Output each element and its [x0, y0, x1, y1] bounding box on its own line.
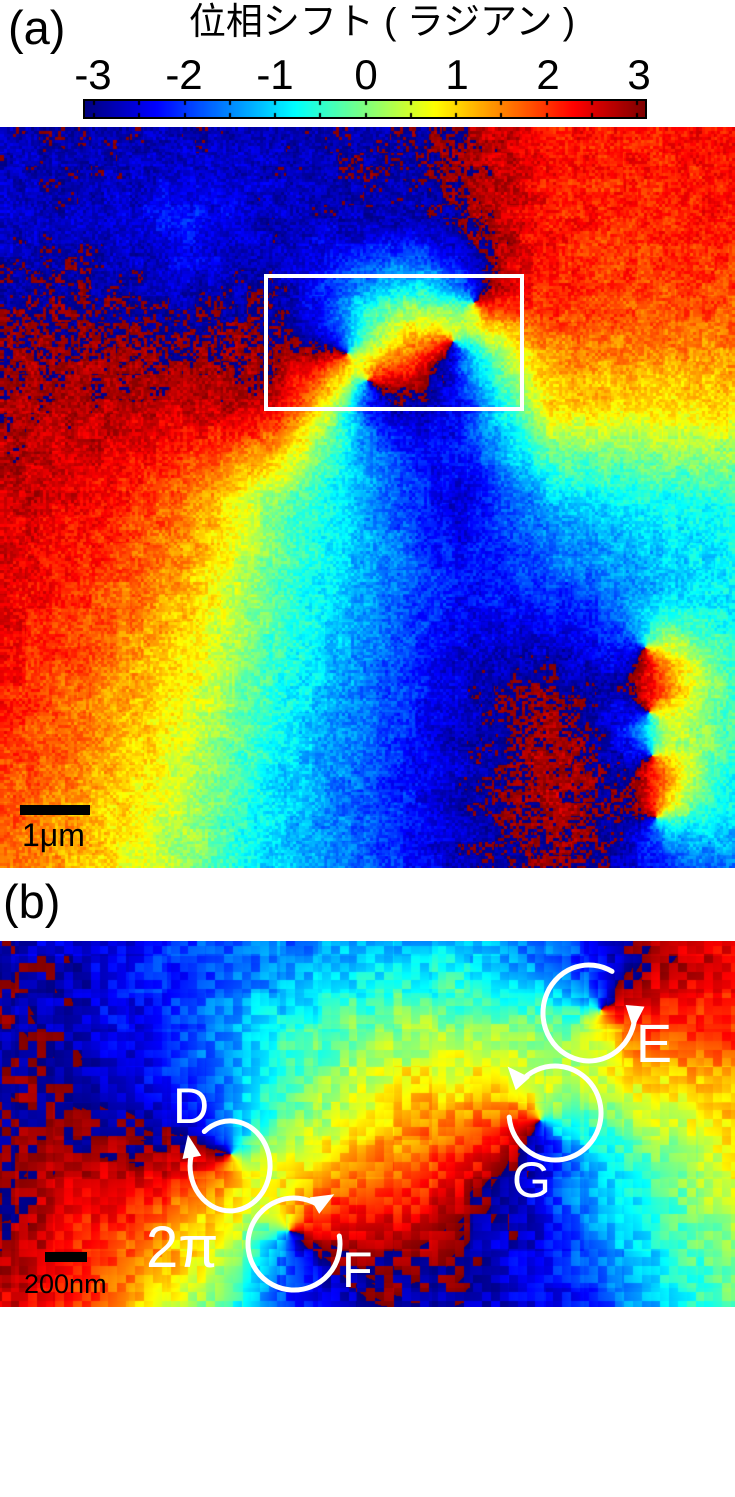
roi-rectangle: [264, 274, 524, 411]
vortex-annotations: [182, 962, 645, 1293]
colorbar-tick-label: 0: [354, 51, 378, 98]
colorbar-gradient: [85, 101, 645, 117]
colorbar-tick-label: -3: [74, 51, 112, 98]
phase-map-a-image: [0, 127, 735, 868]
colorbar-tick-labels: -3 -2 -1 0 1 2 3: [0, 51, 735, 98]
vortex-label-G: G: [512, 1152, 551, 1208]
panel-b-scalebar-label: 200nm: [24, 1269, 107, 1299]
winding-2pi-label: 2π: [146, 1215, 219, 1280]
colorbar-tick-label: 2: [536, 51, 560, 98]
colorbar-tick-label: 3: [627, 51, 651, 98]
vortex-arrowhead-E: [625, 1005, 645, 1029]
vortex-label-D: D: [173, 1078, 210, 1134]
colorbar-tick-label: 1: [445, 51, 469, 98]
colorbar: [83, 99, 647, 119]
panel-a-scalebar: [20, 805, 90, 815]
vortex-label-F: F: [342, 1242, 373, 1298]
vortex-circle-arrow-E: [540, 962, 638, 1064]
panel-b-label: (b): [3, 875, 61, 928]
colorbar-title: 位相シフト ( ラジアン ): [188, 1, 576, 42]
vortex-arrowhead-G: [507, 1066, 530, 1091]
vortex-arrowhead-F: [309, 1194, 335, 1214]
vortex-circle-arrow-F: [245, 1195, 343, 1293]
phase-map-panel-b: 2π 200nm D E F G: [0, 941, 735, 1307]
panel-b-scalebar: [45, 1252, 87, 1262]
vortex-circle-arrow-D: [187, 1118, 273, 1214]
panel-a-scalebar-label: 1μm: [22, 817, 85, 853]
colorbar-tick-label: -1: [256, 51, 294, 98]
vortex-arrowhead-D: [182, 1134, 202, 1159]
panel-a-label: (a): [8, 1, 66, 54]
colorbar-tick-label: -2: [165, 51, 203, 98]
vortex-label-E: E: [636, 1014, 673, 1074]
phase-map-b-image: [0, 941, 735, 1307]
vortex-circle-arrow-G: [506, 1063, 604, 1163]
phase-map-panel-a: 1μm: [0, 127, 735, 868]
